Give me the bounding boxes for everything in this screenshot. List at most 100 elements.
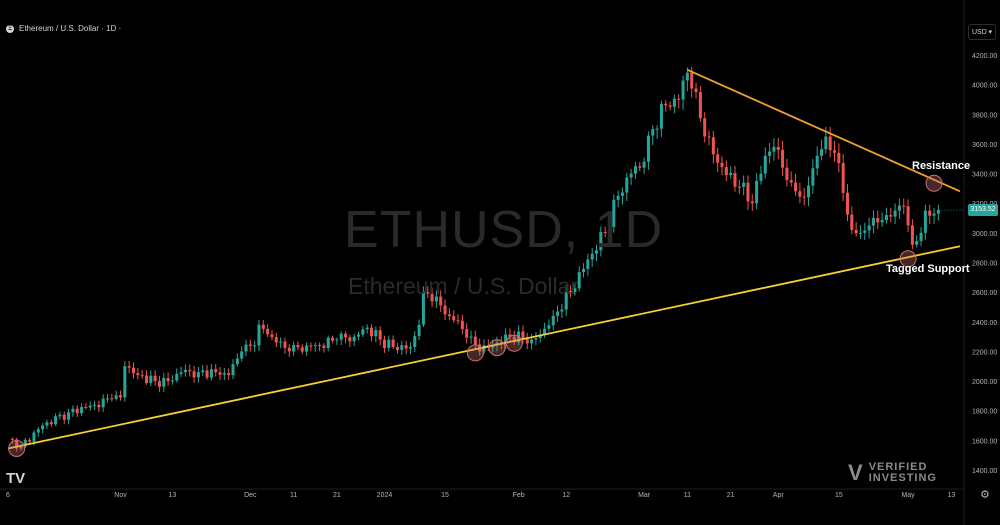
candle-body [10, 438, 14, 440]
candle-body [759, 173, 763, 181]
candle-body [335, 339, 339, 341]
candle-body [166, 378, 170, 382]
candle-body [932, 213, 936, 216]
candle-body [815, 155, 819, 169]
candle-body [547, 325, 551, 329]
candle-body [616, 195, 620, 200]
candle-body [512, 336, 516, 343]
candle-body [443, 305, 447, 315]
candle-body [408, 346, 412, 349]
candle-body [71, 408, 75, 413]
y-tick-label: 3800.00 [972, 112, 997, 119]
candle-body [746, 182, 750, 202]
candle-body [75, 408, 79, 414]
candle-body [123, 366, 127, 398]
candle-body [28, 439, 32, 442]
candle-body [694, 88, 698, 93]
price-axis[interactable]: 1400.00 1600.00 1800.00 2000.00 2200.00 2400.… [972, 53, 997, 475]
candle-body [356, 334, 361, 337]
support-label: Tagged Support [886, 263, 970, 275]
candle-body [395, 346, 399, 350]
candle-body [352, 336, 356, 342]
gear-icon[interactable]: ⚙ [980, 489, 990, 501]
candle-body [430, 293, 434, 302]
candle-body [214, 369, 218, 373]
trendlines[interactable] [7, 68, 961, 450]
y-tick-label: 3000.00 [972, 231, 997, 238]
touch-marker [8, 440, 26, 458]
chart-header[interactable]: Ξ Ethereum / U.S. Dollar · 1D · [6, 24, 121, 33]
candle-body [175, 373, 179, 381]
x-tick-label: 21 [727, 492, 735, 499]
candle-body [729, 173, 733, 176]
candle-body [837, 152, 841, 164]
candle-body [88, 405, 92, 408]
candle-body [858, 232, 862, 234]
candle-body [824, 136, 828, 150]
x-tick-label: Apr [773, 492, 785, 499]
candle-body [880, 220, 884, 223]
candle-body [118, 395, 123, 398]
candle-body [54, 416, 58, 425]
candle-body [309, 345, 313, 347]
x-tick-label: Dec [244, 492, 257, 499]
currency-selector[interactable]: USD ▾ [968, 24, 996, 40]
touch-marker [899, 250, 917, 268]
candle-body [716, 154, 720, 163]
candle-body [906, 206, 910, 226]
candle-body [361, 329, 365, 335]
candle-body [439, 296, 443, 306]
candle-body [928, 210, 932, 216]
candle-body [755, 180, 759, 204]
y-tick-label: 4200.00 [972, 53, 997, 60]
candle-body [733, 173, 737, 187]
time-axis[interactable]: 6 Nov 13 Dec 11 21 2024 15 Feb 12 Mar 11 21 Apr 15 May 1… [6, 492, 955, 499]
candle-body [62, 414, 66, 420]
candle-body [365, 327, 369, 330]
candle-body [698, 92, 702, 119]
candle-body [651, 129, 655, 136]
candle-body [902, 205, 906, 207]
candle-body [300, 347, 304, 352]
candle-body [893, 210, 897, 217]
candle-body [807, 185, 811, 198]
candle-body [832, 150, 837, 153]
candle-body [607, 227, 612, 233]
y-tick-label: 2000.00 [972, 379, 997, 386]
candle-body [543, 328, 547, 336]
candle-body [417, 324, 421, 337]
candle-body [136, 373, 140, 376]
candle-body [421, 292, 425, 325]
candlestick-series [10, 67, 964, 452]
candle-body [19, 446, 23, 449]
candle-body [413, 336, 417, 347]
candle-body [84, 407, 88, 409]
candle-body [876, 218, 880, 223]
resistance-trendline[interactable] [687, 68, 961, 193]
candle-body [32, 432, 36, 442]
candle-body [452, 316, 456, 321]
candle-body [266, 328, 270, 335]
candle-body [768, 151, 772, 156]
candle-body [162, 378, 166, 387]
candle-body [785, 167, 789, 181]
x-tick-label: Feb [513, 492, 525, 499]
candle-body [287, 347, 291, 352]
x-tick-label: 13 [947, 492, 955, 499]
candle-body [274, 337, 278, 343]
y-tick-label: 1600.00 [972, 438, 997, 445]
candle-body [41, 425, 45, 430]
candle-body [36, 429, 40, 433]
candle-body [253, 345, 257, 347]
candle-body [638, 166, 642, 168]
support-trendline[interactable] [7, 245, 961, 450]
tradingview-logo[interactable]: TV [6, 470, 26, 487]
candle-body [724, 167, 728, 176]
watermark-symbol: ETHUSD, 1D [344, 201, 664, 259]
candle-body [811, 168, 815, 186]
candle-body [659, 103, 663, 129]
candle-body [664, 103, 668, 106]
candle-body [205, 370, 209, 378]
